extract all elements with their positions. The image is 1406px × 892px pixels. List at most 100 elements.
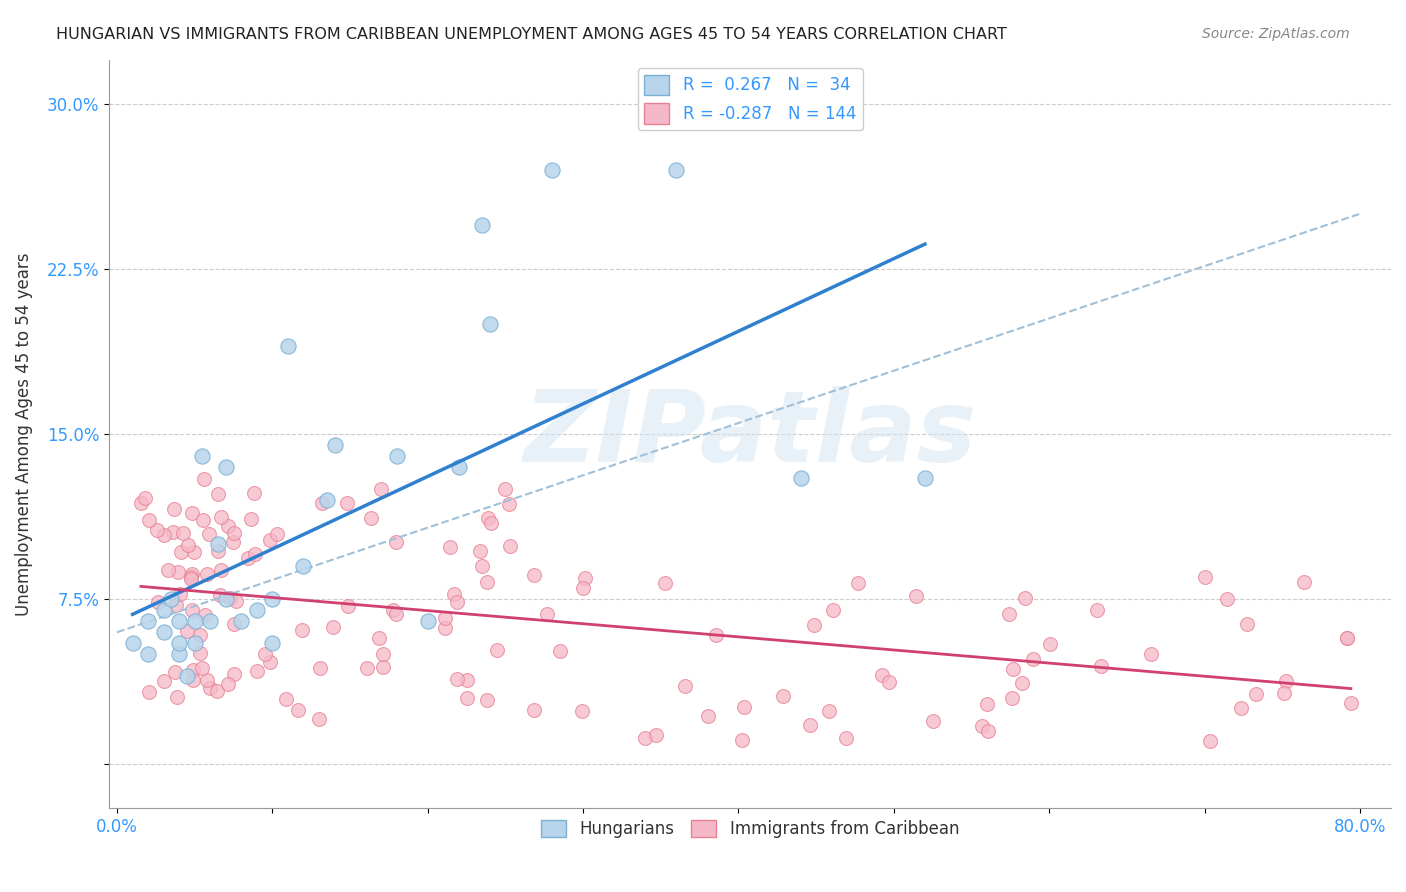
Immigrants from Caribbean bbox=[1001, 691, 1024, 706]
Hungarians bbox=[167, 614, 190, 628]
Immigrants from Caribbean bbox=[207, 487, 229, 501]
Immigrants from Caribbean bbox=[1090, 659, 1112, 673]
Immigrants from Caribbean bbox=[970, 719, 993, 733]
Immigrants from Caribbean bbox=[385, 607, 408, 621]
Immigrants from Caribbean bbox=[222, 617, 245, 632]
Immigrants from Caribbean bbox=[1272, 686, 1295, 700]
Immigrants from Caribbean bbox=[382, 603, 405, 617]
Immigrants from Caribbean bbox=[287, 702, 309, 716]
Immigrants from Caribbean bbox=[146, 595, 169, 609]
Hungarians bbox=[167, 647, 190, 661]
Immigrants from Caribbean bbox=[156, 563, 179, 577]
Immigrants from Caribbean bbox=[153, 528, 176, 542]
Immigrants from Caribbean bbox=[240, 512, 263, 526]
Hungarians bbox=[152, 603, 174, 617]
Hungarians bbox=[200, 614, 222, 628]
Immigrants from Caribbean bbox=[356, 661, 378, 675]
Immigrants from Caribbean bbox=[835, 731, 858, 746]
Immigrants from Caribbean bbox=[224, 666, 246, 681]
Immigrants from Caribbean bbox=[194, 607, 217, 622]
Immigrants from Caribbean bbox=[673, 679, 696, 693]
Immigrants from Caribbean bbox=[222, 526, 245, 541]
Hungarians bbox=[183, 636, 205, 650]
Immigrants from Caribbean bbox=[259, 533, 281, 548]
Immigrants from Caribbean bbox=[433, 611, 456, 625]
Immigrants from Caribbean bbox=[477, 511, 499, 525]
Hungarians bbox=[447, 460, 470, 475]
Hungarians bbox=[315, 493, 337, 508]
Immigrants from Caribbean bbox=[370, 482, 392, 496]
Hungarians bbox=[416, 614, 439, 628]
Immigrants from Caribbean bbox=[146, 523, 169, 537]
Immigrants from Caribbean bbox=[188, 628, 211, 642]
Immigrants from Caribbean bbox=[1340, 696, 1362, 710]
Immigrants from Caribbean bbox=[1199, 734, 1222, 748]
Hungarians bbox=[246, 603, 269, 617]
Immigrants from Caribbean bbox=[176, 624, 198, 638]
Immigrants from Caribbean bbox=[274, 692, 297, 706]
Hungarians bbox=[471, 218, 494, 232]
Immigrants from Caribbean bbox=[253, 647, 276, 661]
Immigrants from Caribbean bbox=[311, 495, 333, 509]
Immigrants from Caribbean bbox=[976, 697, 998, 711]
Immigrants from Caribbean bbox=[181, 567, 204, 582]
Immigrants from Caribbean bbox=[818, 704, 841, 718]
Immigrants from Caribbean bbox=[644, 728, 666, 742]
Immigrants from Caribbean bbox=[456, 673, 478, 688]
Immigrants from Caribbean bbox=[198, 681, 221, 695]
Immigrants from Caribbean bbox=[446, 594, 468, 608]
Hungarians bbox=[323, 438, 346, 452]
Hungarians bbox=[914, 471, 936, 485]
Hungarians bbox=[231, 614, 253, 628]
Immigrants from Caribbean bbox=[697, 708, 720, 723]
Immigrants from Caribbean bbox=[169, 545, 191, 559]
Immigrants from Caribbean bbox=[181, 663, 204, 677]
Immigrants from Caribbean bbox=[195, 673, 218, 687]
Immigrants from Caribbean bbox=[219, 591, 242, 605]
Immigrants from Caribbean bbox=[572, 581, 595, 595]
Hungarians bbox=[789, 471, 811, 485]
Hungarians bbox=[207, 537, 229, 551]
Immigrants from Caribbean bbox=[498, 497, 520, 511]
Immigrants from Caribbean bbox=[259, 655, 281, 669]
Immigrants from Caribbean bbox=[1194, 570, 1216, 584]
Immigrants from Caribbean bbox=[523, 567, 546, 582]
Immigrants from Caribbean bbox=[181, 603, 204, 617]
Hungarians bbox=[152, 625, 174, 640]
Immigrants from Caribbean bbox=[486, 642, 509, 657]
Immigrants from Caribbean bbox=[997, 607, 1019, 621]
Immigrants from Caribbean bbox=[207, 544, 229, 558]
Immigrants from Caribbean bbox=[166, 690, 188, 704]
Immigrants from Caribbean bbox=[904, 589, 927, 603]
Immigrants from Caribbean bbox=[1336, 631, 1358, 645]
Immigrants from Caribbean bbox=[1244, 687, 1267, 701]
Text: ZIPatlas: ZIPatlas bbox=[523, 385, 977, 483]
Immigrants from Caribbean bbox=[169, 587, 191, 601]
Immigrants from Caribbean bbox=[385, 535, 408, 549]
Immigrants from Caribbean bbox=[772, 689, 794, 703]
Text: Source: ZipAtlas.com: Source: ZipAtlas.com bbox=[1202, 27, 1350, 41]
Hungarians bbox=[136, 647, 159, 661]
Immigrants from Caribbean bbox=[1021, 652, 1043, 666]
Immigrants from Caribbean bbox=[548, 644, 571, 658]
Immigrants from Caribbean bbox=[129, 496, 152, 510]
Immigrants from Caribbean bbox=[337, 599, 360, 613]
Immigrants from Caribbean bbox=[1216, 592, 1239, 607]
Immigrants from Caribbean bbox=[368, 631, 391, 645]
Immigrants from Caribbean bbox=[291, 623, 314, 637]
Immigrants from Caribbean bbox=[188, 646, 211, 660]
Immigrants from Caribbean bbox=[823, 603, 845, 617]
Immigrants from Caribbean bbox=[309, 661, 332, 675]
Immigrants from Caribbean bbox=[217, 519, 239, 533]
Immigrants from Caribbean bbox=[205, 684, 228, 698]
Immigrants from Caribbean bbox=[243, 548, 266, 562]
Hungarians bbox=[277, 339, 299, 353]
Hungarians bbox=[121, 636, 143, 650]
Immigrants from Caribbean bbox=[190, 661, 212, 675]
Immigrants from Caribbean bbox=[165, 598, 187, 612]
Immigrants from Caribbean bbox=[134, 491, 156, 505]
Immigrants from Caribbean bbox=[523, 703, 546, 717]
Immigrants from Caribbean bbox=[1085, 603, 1108, 617]
Immigrants from Caribbean bbox=[574, 571, 596, 585]
Immigrants from Caribbean bbox=[266, 527, 288, 541]
